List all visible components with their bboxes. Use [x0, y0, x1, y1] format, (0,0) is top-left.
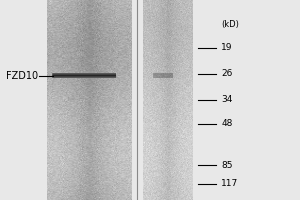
Text: 85: 85 — [221, 160, 233, 170]
Text: 117: 117 — [221, 180, 239, 188]
Text: FZD10: FZD10 — [6, 71, 38, 81]
Text: 19: 19 — [221, 44, 233, 52]
Text: (kD): (kD) — [221, 20, 239, 28]
Text: 34: 34 — [221, 96, 233, 104]
Text: 26: 26 — [221, 70, 233, 78]
Text: 48: 48 — [221, 119, 233, 129]
